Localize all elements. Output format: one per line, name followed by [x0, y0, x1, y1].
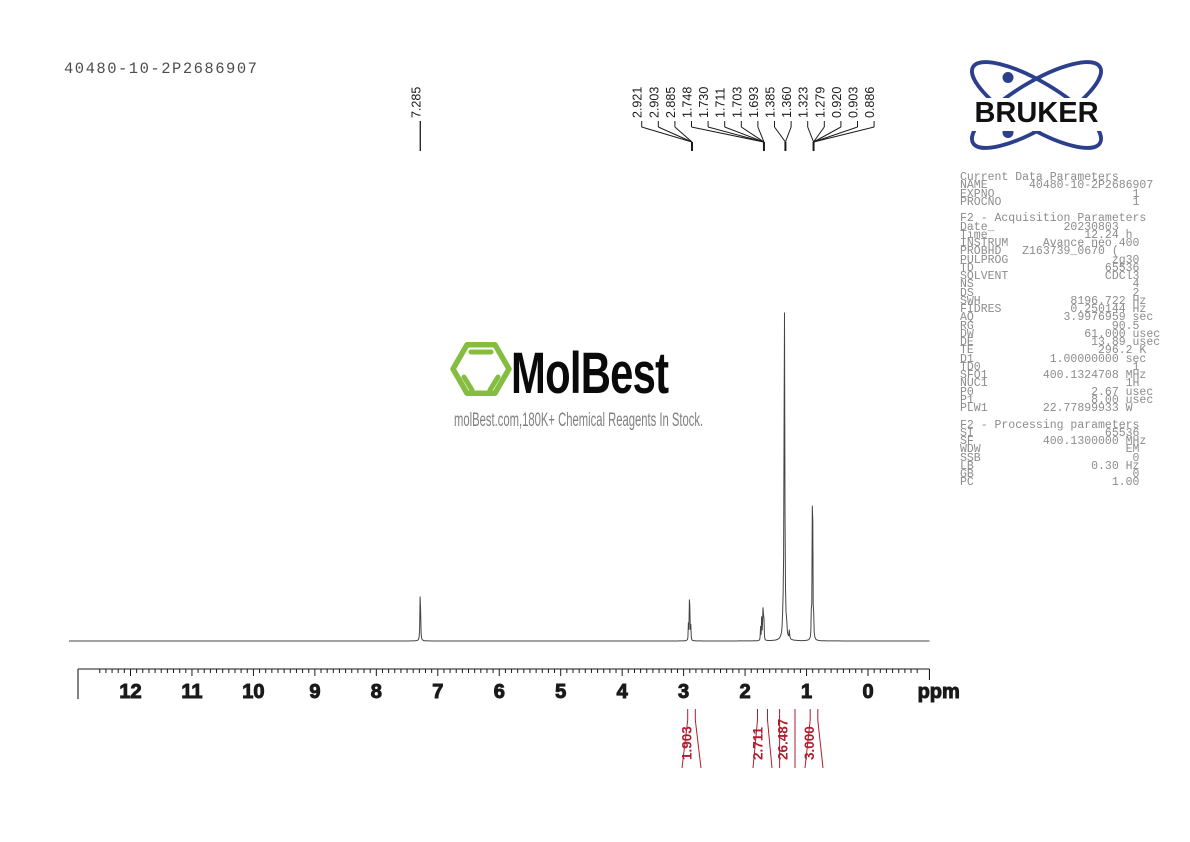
- svg-text:BRUKER: BRUKER: [974, 97, 1098, 129]
- svg-text:8: 8: [371, 681, 382, 703]
- svg-text:1.903: 1.903: [680, 726, 695, 760]
- svg-text:1.730: 1.730: [697, 87, 711, 118]
- svg-text:0.903: 0.903: [847, 87, 861, 118]
- svg-text:ppm: ppm: [918, 681, 960, 703]
- svg-text:7.285: 7.285: [409, 87, 423, 118]
- svg-text:3.000: 3.000: [802, 726, 817, 760]
- svg-text:7: 7: [432, 681, 443, 703]
- svg-text:11: 11: [181, 681, 202, 703]
- svg-text:4: 4: [617, 681, 629, 703]
- svg-text:0: 0: [862, 681, 873, 703]
- svg-text:1: 1: [801, 681, 812, 703]
- svg-text:1.360: 1.360: [780, 87, 794, 118]
- svg-text:2.921: 2.921: [631, 87, 645, 118]
- svg-text:26.487: 26.487: [775, 719, 790, 760]
- svg-text:5: 5: [555, 681, 566, 703]
- svg-text:1.323: 1.323: [797, 87, 811, 118]
- svg-text:1.385: 1.385: [764, 87, 778, 118]
- svg-text:1.703: 1.703: [730, 87, 744, 118]
- svg-text:12: 12: [119, 681, 141, 703]
- svg-text:9: 9: [309, 681, 320, 703]
- svg-text:1.693: 1.693: [747, 87, 761, 118]
- svg-text:2.903: 2.903: [647, 87, 661, 118]
- svg-text:2.711: 2.711: [751, 726, 766, 760]
- svg-text:1.279: 1.279: [813, 87, 827, 118]
- svg-text:0.920: 0.920: [830, 87, 844, 118]
- svg-text:1.711: 1.711: [714, 88, 728, 118]
- svg-text:10: 10: [242, 681, 264, 703]
- svg-text:6: 6: [494, 681, 505, 703]
- svg-text:2.885: 2.885: [664, 87, 678, 118]
- svg-text:2: 2: [740, 681, 751, 703]
- svg-text:0.886: 0.886: [863, 87, 877, 118]
- svg-text:3: 3: [678, 681, 689, 703]
- svg-text:1.748: 1.748: [681, 87, 695, 118]
